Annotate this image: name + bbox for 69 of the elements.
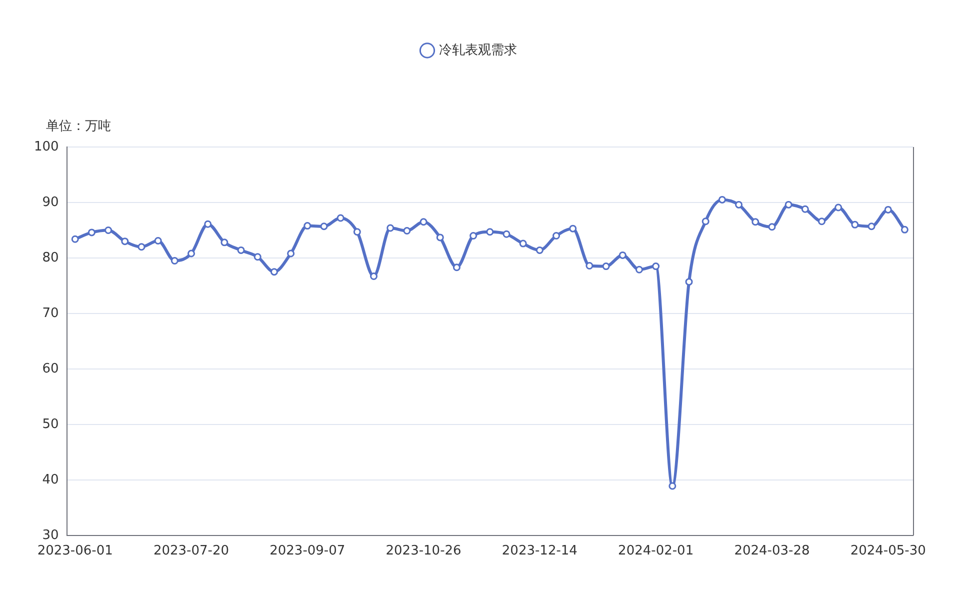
x-tick-label: 2023-10-26: [386, 544, 462, 559]
point: [71, 235, 79, 243]
point: [270, 268, 278, 276]
point: [287, 250, 295, 258]
point: [254, 253, 262, 261]
point: [237, 246, 245, 254]
y-tick-label: 90: [42, 194, 59, 210]
y-tick-label: 30: [42, 528, 59, 543]
point: [370, 272, 378, 280]
point: [685, 278, 693, 286]
legend-label: 冷轧表观需求: [438, 42, 517, 58]
point: [552, 232, 560, 240]
point: [900, 226, 908, 234]
point: [752, 218, 760, 226]
point: [170, 256, 178, 264]
y-tick-label: 100: [34, 139, 59, 154]
x-tick-label: 2024-03-28: [734, 544, 810, 559]
point: [536, 246, 544, 254]
point: [486, 228, 494, 236]
point: [304, 222, 312, 230]
point: [452, 264, 460, 272]
y-tick-label: 50: [42, 416, 59, 432]
x-tick-label: 2023-09-07: [270, 544, 346, 559]
point: [154, 237, 162, 245]
y-tick-label: 70: [42, 306, 59, 321]
point: [386, 224, 394, 232]
point: [138, 243, 146, 251]
point: [652, 262, 660, 270]
point: [834, 204, 842, 212]
point: [586, 262, 594, 270]
y-axis-title: 单位：万吨: [46, 118, 111, 134]
y-tick-label: 40: [42, 472, 59, 488]
point: [784, 200, 792, 208]
point: [735, 200, 743, 208]
x-tick-label: 2024-05-30: [850, 544, 926, 559]
point: [768, 223, 776, 231]
point: [668, 482, 676, 490]
point: [502, 230, 510, 238]
point: [851, 220, 859, 228]
y-tick-label: 60: [42, 361, 59, 376]
point: [884, 206, 892, 214]
point: [519, 240, 527, 248]
point: [188, 250, 196, 258]
point: [336, 214, 344, 222]
point: [104, 226, 112, 234]
point: [121, 238, 129, 246]
point: [88, 228, 96, 236]
point: [220, 238, 228, 246]
point: [718, 196, 726, 204]
x-tick-label: 2023-06-01: [37, 544, 113, 559]
point: [353, 228, 361, 236]
y-tick-label: 80: [42, 250, 59, 266]
x-tick-label: 2023-07-20: [153, 544, 230, 559]
point: [635, 266, 643, 274]
point: [602, 262, 610, 270]
point: [801, 205, 809, 213]
point: [868, 222, 876, 230]
point: [818, 218, 826, 226]
point: [420, 218, 428, 226]
point: [403, 227, 411, 235]
point: [204, 220, 212, 228]
point: [618, 251, 626, 259]
point: [320, 222, 328, 230]
point: [470, 232, 478, 240]
x-tick-label: 2023-12-14: [502, 544, 578, 559]
point: [569, 224, 577, 232]
point: [436, 234, 444, 242]
x-tick-label: 2024-02-01: [618, 544, 694, 559]
point: [702, 218, 710, 226]
